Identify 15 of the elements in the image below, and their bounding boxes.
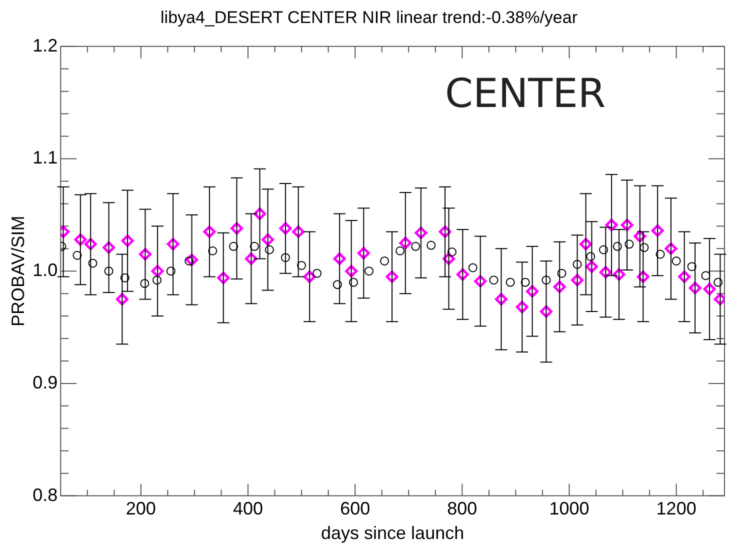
y-axis-title: PROBAV/SIM <box>8 216 28 326</box>
chart-title: libya4_DESERT CENTER NIR linear trend:-0.38%/year <box>160 8 578 27</box>
y-tick-label: 1.1 <box>32 148 58 168</box>
y-tick-label: 1.2 <box>32 35 58 56</box>
x-axis-title: days since launch <box>321 523 464 544</box>
annotation: CENTER <box>445 70 606 117</box>
x-tick-label: 1000 <box>549 498 590 519</box>
x-tick-label: 800 <box>447 498 478 519</box>
y-tick-label: 1.0 <box>32 260 58 280</box>
x-tick-label: 600 <box>340 498 370 519</box>
x-tick-label: 200 <box>126 498 156 519</box>
x-tick-label: 400 <box>232 498 264 519</box>
x-tick-label: 1200 <box>656 498 696 519</box>
y-tick-label: 0.9 <box>32 372 58 392</box>
y-tick-label: 0.8 <box>32 484 58 505</box>
